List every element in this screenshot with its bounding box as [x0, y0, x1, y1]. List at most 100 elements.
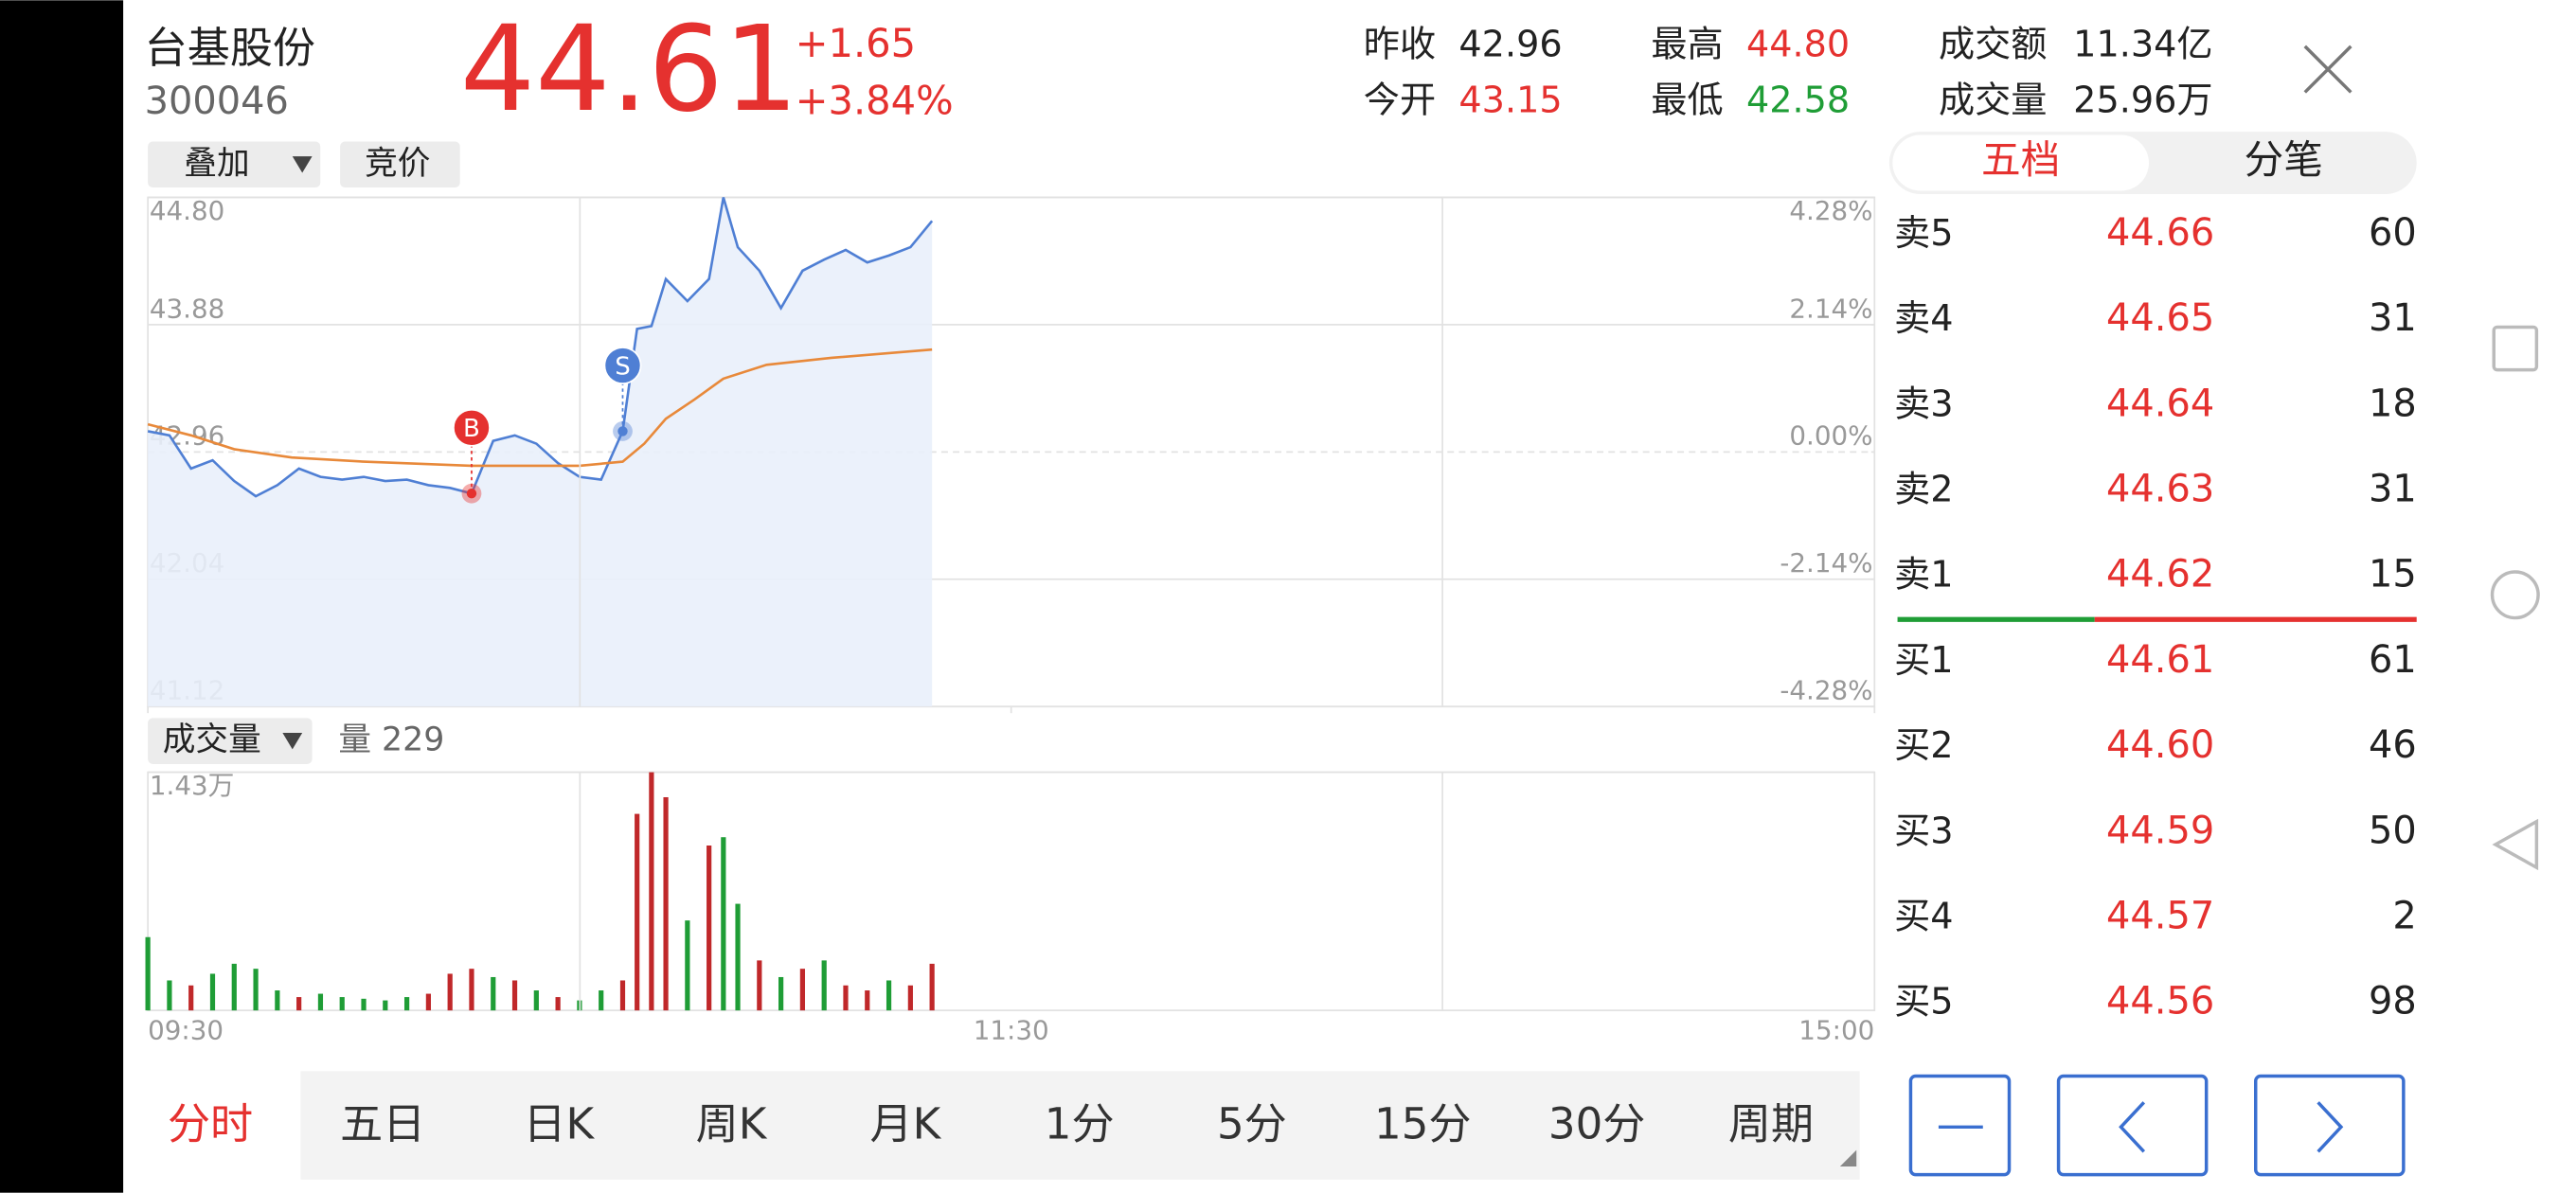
period-tab[interactable]: 周K: [696, 1098, 768, 1148]
stat-label: 成交额: [1939, 23, 2047, 64]
book-price: 44.63: [2106, 467, 2214, 510]
price-line: [147, 197, 934, 498]
volume-bar: [907, 985, 913, 1011]
stock-name: 台基股份: [145, 23, 315, 73]
period-tab[interactable]: 1分: [1045, 1098, 1115, 1148]
book-volume: 15: [2369, 553, 2417, 596]
y-tick-label: 43.88: [150, 293, 224, 324]
volume-bar: [339, 997, 345, 1011]
volume-bar: [209, 973, 216, 1011]
volume-bar: [635, 813, 640, 1011]
book-volume: 2: [2392, 895, 2416, 938]
book-price: 44.66: [2106, 211, 2214, 255]
auction-button[interactable]: 竞价: [340, 141, 460, 188]
period-tab[interactable]: 分时: [168, 1098, 253, 1148]
marker-label: B: [463, 415, 480, 443]
book-price: 44.57: [2106, 895, 2214, 938]
volume-bar: [425, 993, 431, 1011]
book-label: 卖5: [1894, 212, 1953, 254]
volume-bar: [511, 980, 518, 1011]
y-tick-label: 1.43万: [150, 770, 235, 801]
volume-bar: [721, 837, 726, 1011]
book-price: 44.56: [2106, 980, 2214, 1024]
auction-label: 竞价: [365, 145, 430, 183]
book-volume: 46: [2369, 723, 2417, 767]
volume-bar: [757, 960, 762, 1011]
period-tab[interactable]: 30分: [1548, 1098, 1645, 1148]
book-volume: 60: [2369, 211, 2417, 255]
period-tab[interactable]: 月K: [869, 1098, 941, 1148]
next-button[interactable]: [2254, 1074, 2406, 1177]
stat-value: 25.96万: [2073, 79, 2212, 120]
period-tabs: 分时 五日 日K 周K 月K 1分 5分 15分 30分 周期: [168, 1098, 1814, 1148]
book-volume: 61: [2369, 638, 2417, 682]
volume-bar: [447, 973, 453, 1011]
stat-value: 42.96: [1458, 23, 1562, 64]
volume-bar: [491, 976, 496, 1011]
volume-bar: [253, 969, 259, 1011]
period-tab[interactable]: 5分: [1217, 1098, 1287, 1148]
price-change: +1.65: [796, 20, 917, 66]
price-change-pct: +3.84%: [796, 78, 954, 124]
overlay-button[interactable]: 叠加: [148, 141, 321, 188]
book-label: 卖2: [1894, 468, 1953, 509]
book-label: 买3: [1894, 810, 1953, 851]
volume-bar: [167, 980, 172, 1011]
book-label: 买5: [1894, 981, 1953, 1023]
volume-bar: [296, 997, 302, 1011]
book-volume: 18: [2369, 382, 2417, 425]
volume-bar: [821, 960, 827, 1011]
y2-tick-label: 4.28%: [1789, 195, 1872, 226]
period-tab[interactable]: 周期: [1728, 1098, 1814, 1148]
volume-info: 量 229: [338, 721, 444, 759]
stat-value: 11.34亿: [2073, 23, 2212, 64]
y2-tick-label: -4.28%: [1780, 675, 1872, 706]
marker-badge: [453, 408, 491, 447]
volume-bar: [275, 990, 280, 1011]
nav-recents[interactable]: [2492, 325, 2539, 372]
volume-bar: [929, 963, 935, 1011]
book-volume: 31: [2369, 296, 2417, 340]
volume-bar: [619, 980, 626, 1011]
volume-bar: [649, 772, 654, 1011]
volume-bar: [555, 997, 561, 1011]
volume-bar: [865, 990, 870, 1011]
period-tab[interactable]: 日K: [523, 1098, 595, 1148]
nav-home[interactable]: [2490, 570, 2540, 620]
period-tab[interactable]: 五日: [340, 1098, 425, 1148]
stat-label: 最高: [1651, 23, 1723, 64]
y-tick-label: 44.80: [150, 195, 224, 226]
stat-value: 44.80: [1746, 23, 1850, 64]
y2-tick-label: 2.14%: [1789, 293, 1872, 324]
chart-layer: 44.8043.8842.9642.0441.124.28%2.14%0.00%…: [145, 195, 1876, 1046]
book-volume: 50: [2369, 809, 2417, 852]
collapse-button[interactable]: [1908, 1074, 2012, 1177]
order-book-tabs: [1888, 132, 2417, 194]
book-label: 买1: [1894, 639, 1953, 681]
period-tab[interactable]: 15分: [1374, 1098, 1471, 1148]
overlay-label: 叠加: [184, 145, 249, 183]
volume-bar: [599, 990, 604, 1011]
marker-badge: [603, 347, 642, 384]
book-label: 卖1: [1894, 554, 1953, 596]
volume-bar: [685, 920, 690, 1011]
side-bar: [0, 0, 124, 1193]
prev-button[interactable]: [2056, 1074, 2209, 1177]
tab-ticks[interactable]: 分笔: [2245, 136, 2323, 183]
volume-bar: [383, 1000, 388, 1011]
stock-code: 300046: [145, 80, 289, 123]
volume-bar: [533, 990, 539, 1011]
tab-five-levels[interactable]: 五档: [1981, 136, 2060, 183]
nav-back[interactable]: [2492, 818, 2539, 871]
volume-bar: [188, 985, 194, 1011]
y2-tick-label: -2.14%: [1780, 547, 1872, 579]
volume-panel: [147, 771, 1876, 1012]
x-tick-label: 09:30: [148, 1015, 224, 1046]
grid-divisions: [579, 197, 1443, 1011]
marker-dot: [466, 488, 477, 499]
volume-menu[interactable]: 成交量: [148, 718, 313, 764]
close-button[interactable]: [2303, 45, 2352, 94]
average-line: [147, 347, 933, 468]
book-volume: 31: [2369, 467, 2417, 510]
